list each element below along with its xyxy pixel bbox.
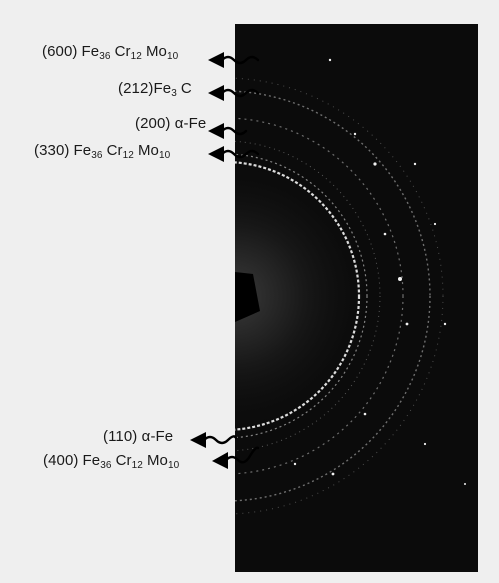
label-330-o: o — [150, 142, 159, 159]
label-330-fe-sub: 36 — [91, 150, 103, 161]
label-600-fe: Fe — [81, 43, 100, 60]
label-600-hkl: (600) — [42, 43, 78, 60]
label-400: (400) Fe36 Cr12 Mo10 — [43, 452, 179, 475]
ring-600 — [235, 77, 444, 515]
beam-stop — [235, 272, 260, 322]
label-330-fe: Fe — [73, 142, 92, 159]
label-400-fe: Fe — [82, 452, 101, 469]
diffraction-spots — [293, 58, 466, 485]
label-110-text: (110) α-Fe — [103, 428, 174, 445]
label-600-o: o — [158, 43, 167, 60]
label-600: (600) Fe36 Cr12 Mo10 — [42, 43, 178, 66]
label-110: (110) α-Fe — [103, 428, 173, 446]
label-330-m: M — [137, 142, 151, 159]
label-600-m: M — [145, 43, 159, 60]
label-200-text: (200) α-Fe — [135, 115, 207, 132]
arrow-400-icon — [212, 452, 228, 469]
label-330: (330) Fe36 Cr12 Mo10 — [34, 142, 170, 165]
ring-110 — [235, 161, 361, 431]
diffraction-pattern-image — [235, 24, 478, 572]
arrow-110-icon — [190, 432, 206, 448]
label-212-tail: C — [180, 80, 192, 97]
label-600-mo-sub: 10 — [167, 51, 179, 62]
label-200: (200) α-Fe — [135, 115, 206, 133]
arrow-110-tail — [202, 435, 238, 445]
diffraction-rings-svg — [235, 24, 478, 572]
ring-212 — [235, 90, 431, 502]
label-600-cr: Cr — [114, 43, 131, 60]
ring-200 — [235, 117, 404, 475]
label-330-mo-sub: 10 — [159, 150, 171, 161]
arrow-330-icon — [208, 146, 224, 162]
label-400-m: M — [146, 452, 160, 469]
label-600-fe-sub: 36 — [99, 51, 111, 62]
central-halo — [235, 24, 478, 572]
arrow-200-icon — [208, 123, 224, 139]
ring-330 — [235, 140, 381, 452]
label-400-o: o — [159, 452, 168, 469]
label-330-hkl: (330) — [34, 142, 70, 159]
label-600-cr-sub: 12 — [130, 51, 142, 62]
label-212-text: (212)Fe — [118, 80, 172, 97]
label-400-hkl: (400) — [43, 452, 79, 469]
label-330-cr-sub: 12 — [122, 150, 134, 161]
label-330-cr: Cr — [106, 142, 123, 159]
label-400-fe-sub: 36 — [100, 460, 112, 471]
rings — [235, 77, 444, 515]
label-212-sub: 3 — [171, 88, 177, 99]
label-400-cr-sub: 12 — [131, 460, 143, 471]
arrow-212-icon — [208, 85, 224, 101]
ring-400 — [235, 153, 368, 439]
label-400-cr: Cr — [115, 452, 132, 469]
label-212: (212)Fe3 C — [118, 80, 192, 103]
arrow-600-icon — [208, 52, 224, 68]
label-400-mo-sub: 10 — [168, 460, 180, 471]
